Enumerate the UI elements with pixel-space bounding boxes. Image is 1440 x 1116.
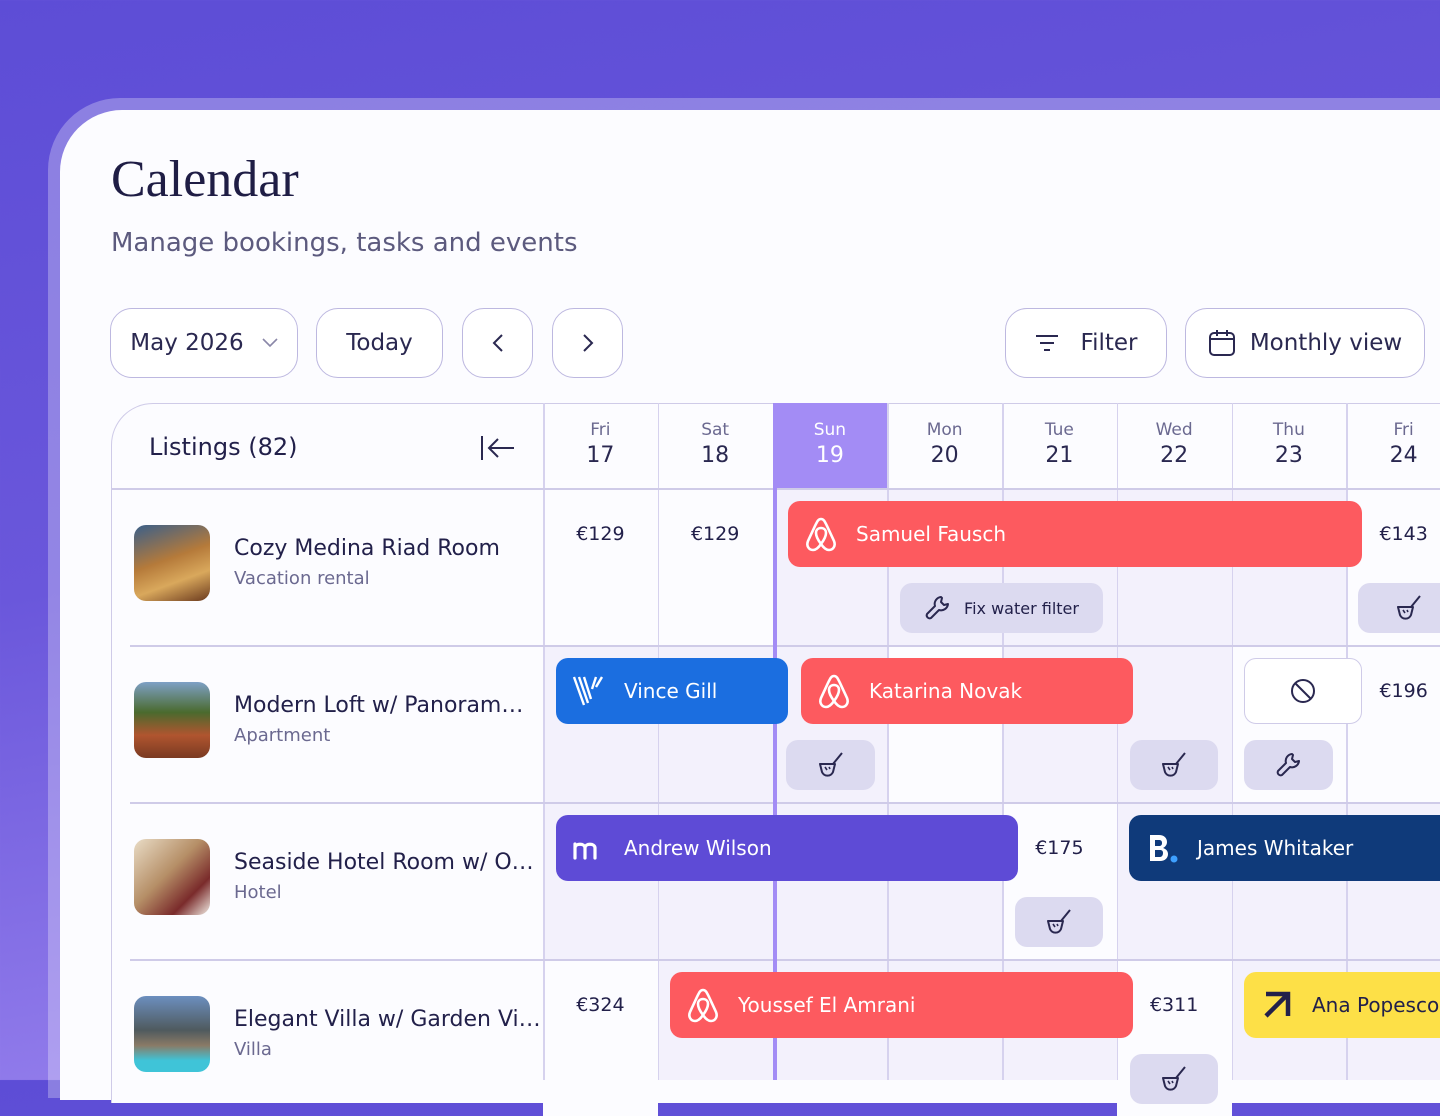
guest-name: Youssef El Amrani: [738, 993, 916, 1017]
date-label: 19: [815, 443, 844, 468]
next-icon: [582, 334, 593, 352]
price: €129: [576, 523, 625, 545]
listing-name[interactable]: Modern Loft w/ Panoram…: [234, 693, 524, 718]
today-button[interactable]: Today: [316, 308, 443, 378]
weekday-label: Thu: [1272, 420, 1305, 440]
page-subtitle: Manage bookings, tasks and events: [111, 228, 578, 258]
price: €324: [576, 994, 625, 1016]
listing-type: Vacation rental: [234, 568, 370, 589]
listing-thumbnail: [134, 996, 210, 1072]
booking[interactable]: Samuel Fausch: [788, 501, 1362, 567]
open-cell: [657, 488, 773, 645]
weekday-label: Wed: [1155, 420, 1193, 440]
guest-name: James Whitaker: [1197, 836, 1354, 860]
listing-type: Hotel: [234, 882, 282, 903]
booking[interactable]: Youssef El Amrani: [670, 972, 1133, 1038]
column-line: [657, 403, 660, 1080]
column-line: [1231, 403, 1233, 1080]
price: €175: [1035, 837, 1084, 859]
weekday-label: Fri: [590, 420, 611, 440]
calendar-icon: [1208, 330, 1235, 356]
chevron-icon: [262, 338, 278, 348]
listing-thumbnail: [134, 525, 210, 601]
task-label: Fix water filter: [964, 598, 1079, 618]
filter-button[interactable]: Filter: [1005, 308, 1167, 378]
filter-label: Filter: [1080, 330, 1138, 356]
booking[interactable]: James Whitaker: [1129, 815, 1440, 881]
column-line: [1002, 403, 1004, 1080]
booking[interactable]: Vince Gill: [556, 658, 788, 724]
date-label: 21: [1045, 443, 1074, 468]
view-button[interactable]: Monthly view: [1185, 308, 1425, 378]
column-line: [1116, 403, 1119, 1080]
price: €129: [690, 523, 740, 545]
weekday-label: Sat: [701, 420, 730, 440]
booking[interactable]: Andrew Wilson: [556, 815, 1018, 881]
booking[interactable]: Ana Popesco: [1244, 972, 1440, 1038]
weekday-label: Mon: [926, 420, 963, 440]
listings-label: Listings (82): [149, 433, 298, 461]
listing-thumbnail: [134, 682, 210, 758]
today-line: [773, 488, 777, 1080]
column-line: [543, 403, 545, 1080]
column-line: [887, 403, 889, 1080]
booking[interactable]: Katarina Novak: [801, 658, 1133, 724]
guest-name: Andrew Wilson: [624, 836, 772, 860]
guest-name: Vince Gill: [624, 679, 718, 703]
row-line: [130, 959, 1440, 961]
open-cell: [543, 488, 658, 645]
filter-icon: [1035, 335, 1058, 351]
row-line: [130, 645, 1440, 647]
listing-type: Villa: [234, 1039, 272, 1060]
price: €311: [1149, 994, 1199, 1016]
weekday-label: Sun: [813, 420, 847, 440]
price: €196: [1379, 680, 1428, 702]
date-label: 24: [1389, 443, 1418, 468]
date-label: 20: [930, 443, 959, 468]
next-button[interactable]: [552, 308, 623, 378]
date-label: 17: [586, 443, 615, 468]
row-line: [130, 802, 1440, 804]
weekday-label: Tue: [1044, 420, 1074, 440]
task[interactable]: [1130, 1054, 1218, 1104]
listing-name[interactable]: Elegant Villa w/ Garden Vi…: [234, 1007, 541, 1032]
page-title: Calendar: [111, 151, 299, 208]
today-header: [772, 403, 888, 488]
column-line: [1346, 403, 1348, 1080]
prev-icon: [492, 334, 503, 352]
task[interactable]: [1358, 583, 1440, 633]
month-label: May 2026: [130, 330, 244, 356]
guest-name: Samuel Fausch: [856, 522, 1007, 546]
month-select[interactable]: May 2026: [110, 308, 298, 378]
open-cell: [543, 959, 658, 1116]
weekday-label: Fri: [1393, 420, 1414, 440]
guest-name: Ana Popesco: [1312, 993, 1440, 1017]
task[interactable]: [786, 740, 875, 790]
collapse-icon[interactable]: [480, 435, 516, 461]
blocked-day[interactable]: [1244, 658, 1362, 724]
task[interactable]: Fix water filter: [900, 583, 1103, 633]
date-label: 22: [1160, 443, 1189, 468]
listing-thumbnail: [134, 839, 210, 915]
task[interactable]: [1244, 740, 1333, 790]
listing-type: Apartment: [234, 725, 331, 746]
task[interactable]: [1130, 740, 1218, 790]
listing-name[interactable]: Cozy Medina Riad Room: [234, 536, 500, 561]
price: €143: [1379, 523, 1428, 545]
today-label: Today: [346, 330, 413, 356]
view-label: Monthly view: [1249, 330, 1403, 356]
date-label: 23: [1274, 443, 1303, 468]
guest-name: Katarina Novak: [869, 679, 1023, 703]
date-label: 18: [701, 443, 730, 468]
listing-name[interactable]: Seaside Hotel Room w/ O…: [234, 850, 534, 875]
prev-button[interactable]: [462, 308, 533, 378]
task[interactable]: [1015, 897, 1103, 947]
